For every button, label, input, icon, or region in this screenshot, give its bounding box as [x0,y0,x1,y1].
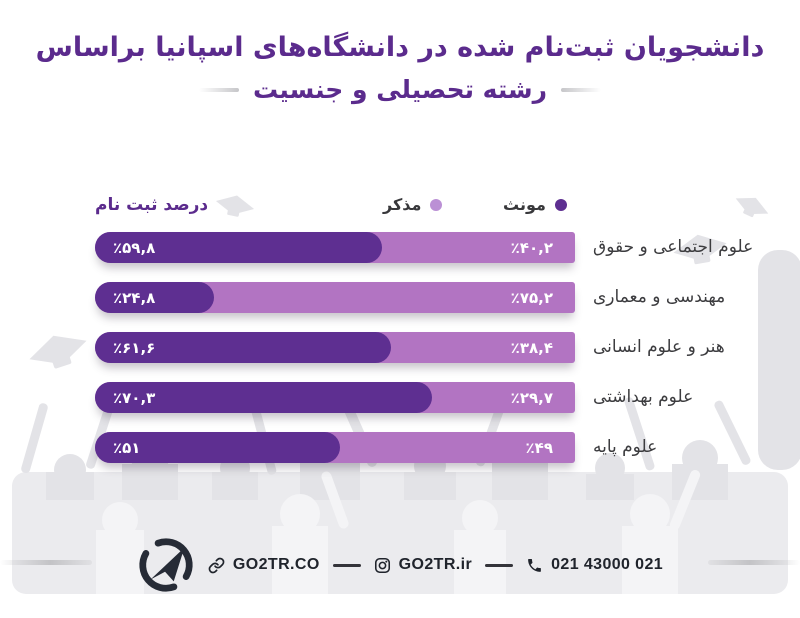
bar-row: ٪۵۱ ٪۴۹ علوم پایه [0,432,800,463]
legend-dot-male-icon [430,199,443,211]
legend-item-female: مونث [503,193,567,217]
category-label: هنر و علوم انسانی [593,337,725,357]
title-dash-right [561,87,602,92]
value-female: ٪۵۹,۸ [113,238,156,257]
footer: GO2TR.CO GO2TR.ir 021 43000 021 [0,534,800,596]
bar-row: ٪۲۴,۸ ٪۷۵,۲ مهندسی و معماری [0,282,800,313]
header: دانشجویان ثبت‌نام شده در دانشگاه‌های اسپ… [0,30,800,104]
bar-segment-female [95,282,215,313]
bar-row: ٪۷۰,۳ ٪۲۹,۷ علوم بهداشتی [0,382,800,413]
bar-chart: ٪۵۹,۸ ٪۴۰,۲ علوم اجتماعی و حقوق ٪۲۴,۸ ٪۷… [0,232,800,482]
instagram-icon [374,557,390,573]
footer-website-link[interactable]: GO2TR.CO [208,556,320,574]
footer-instagram-text: GO2TR.ir [398,556,473,573]
go2tr-logo [139,538,193,592]
footer-phone-link[interactable]: 021 43000 021 [526,556,663,574]
footer-website-text: GO2TR.CO [232,556,320,573]
value-male: ٪۴۹ [525,438,553,457]
phone-icon [528,558,541,572]
bar-segment-female [95,432,340,463]
category-label: علوم پایه [593,437,658,457]
value-male: ٪۴۰,۲ [510,238,553,257]
footer-separator [332,563,361,567]
bar: ٪۵۱ ٪۴۹ [95,432,575,463]
legend-dot-female-icon [554,199,567,211]
bar-row: ٪۵۹,۸ ٪۴۰,۲ علوم اجتماعی و حقوق [0,232,800,263]
value-female: ٪۵۱ [113,438,141,457]
category-label: علوم بهداشتی [593,387,694,407]
category-label: مهندسی و معماری [593,287,726,307]
page-title-line1: دانشجویان ثبت‌نام شده در دانشگاه‌های اسپ… [35,32,765,63]
bar: ٪۵۹,۸ ٪۴۰,۲ [95,232,575,263]
title-dash-left [198,87,239,92]
value-female: ٪۶۱,۶ [113,338,156,357]
value-female: ٪۷۰,۳ [113,388,156,407]
footer-divider-left [0,560,92,565]
legend-label-female: مونث [503,195,546,214]
axis-label: درصد ثبت نام [95,195,209,215]
legend-item-male: مذکر [383,193,443,217]
footer-separator [485,563,514,567]
bar-segment-female [95,232,383,263]
value-male: ٪۲۹,۷ [510,388,553,407]
bar: ٪۷۰,۳ ٪۲۹,۷ [95,382,575,413]
page-title-line2: رشته تحصیلی و جنسیت [252,75,548,105]
footer-divider-right [708,560,800,565]
footer-phone-text: 021 43000 021 [551,556,664,573]
category-label: علوم اجتماعی و حقوق [593,237,754,257]
bar: ٪۶۱,۶ ٪۳۸,۴ [95,332,575,363]
bar-row: ٪۶۱,۶ ٪۳۸,۴ هنر و علوم انسانی [0,332,800,363]
value-male: ٪۷۵,۲ [510,288,553,307]
bar-segment-female [95,382,433,413]
bar-segment-female [95,332,391,363]
link-icon [208,557,225,573]
legend-label-male: مذکر [383,195,422,214]
legend-row: درصد ثبت نام مذکر مونث [0,193,800,217]
value-female: ٪۲۴,۸ [113,288,156,307]
bar: ٪۲۴,۸ ٪۷۵,۲ [95,282,575,313]
footer-instagram-link[interactable]: GO2TR.ir [374,556,472,574]
value-male: ٪۳۸,۴ [510,338,553,357]
